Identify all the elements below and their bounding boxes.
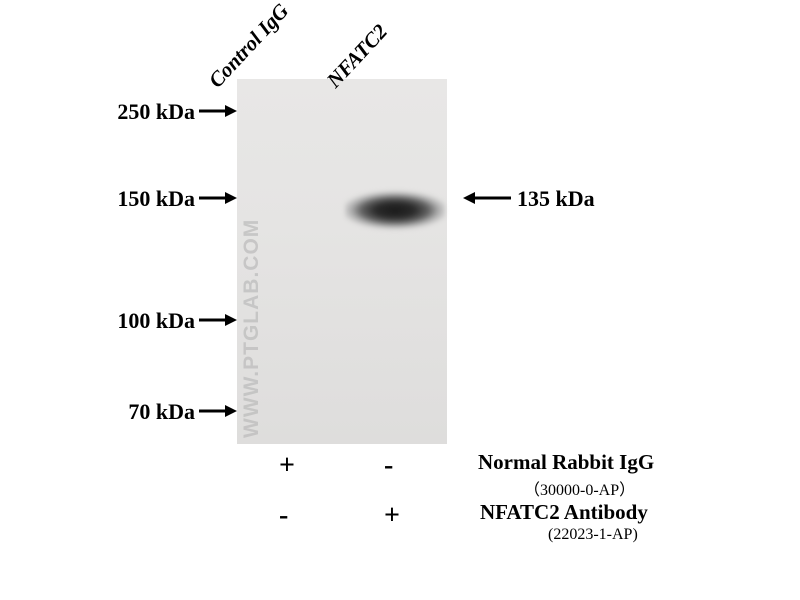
reagent-igg-catalog: （30000-0-AP） xyxy=(524,476,635,500)
treatment-r1-l1: + xyxy=(279,450,295,482)
reagent-nfatc2-catalog: (22023-1-AP) xyxy=(548,526,638,544)
mw-marker-70: 70 kDa xyxy=(128,399,195,425)
mw-arrow-150 xyxy=(199,189,237,207)
treatment-r2-l2: + xyxy=(384,500,400,532)
mw-marker-250: 250 kDa xyxy=(117,99,195,125)
detected-band-label: 135 kDa xyxy=(517,186,595,212)
mw-arrow-100 xyxy=(199,311,237,329)
blot-membrane xyxy=(237,79,447,444)
mw-arrow-70 xyxy=(199,402,237,420)
watermark-text: WWW.PTGLAB.COM xyxy=(240,219,264,438)
reagent-nfatc2-label: NFATC2 Antibody xyxy=(480,500,648,525)
mw-marker-150: 150 kDa xyxy=(117,186,195,212)
mw-marker-100: 100 kDa xyxy=(117,308,195,334)
reagent-igg-label: Normal Rabbit IgG xyxy=(478,450,654,475)
protein-band xyxy=(345,186,445,230)
western-blot-figure: WWW.PTGLAB.COM Control IgG NFATC2 250 kD… xyxy=(0,0,800,600)
mw-arrow-250 xyxy=(199,102,237,120)
treatment-r1-l2: - xyxy=(384,450,393,482)
detected-arrow xyxy=(457,189,511,207)
treatment-r2-l1: - xyxy=(279,500,288,532)
